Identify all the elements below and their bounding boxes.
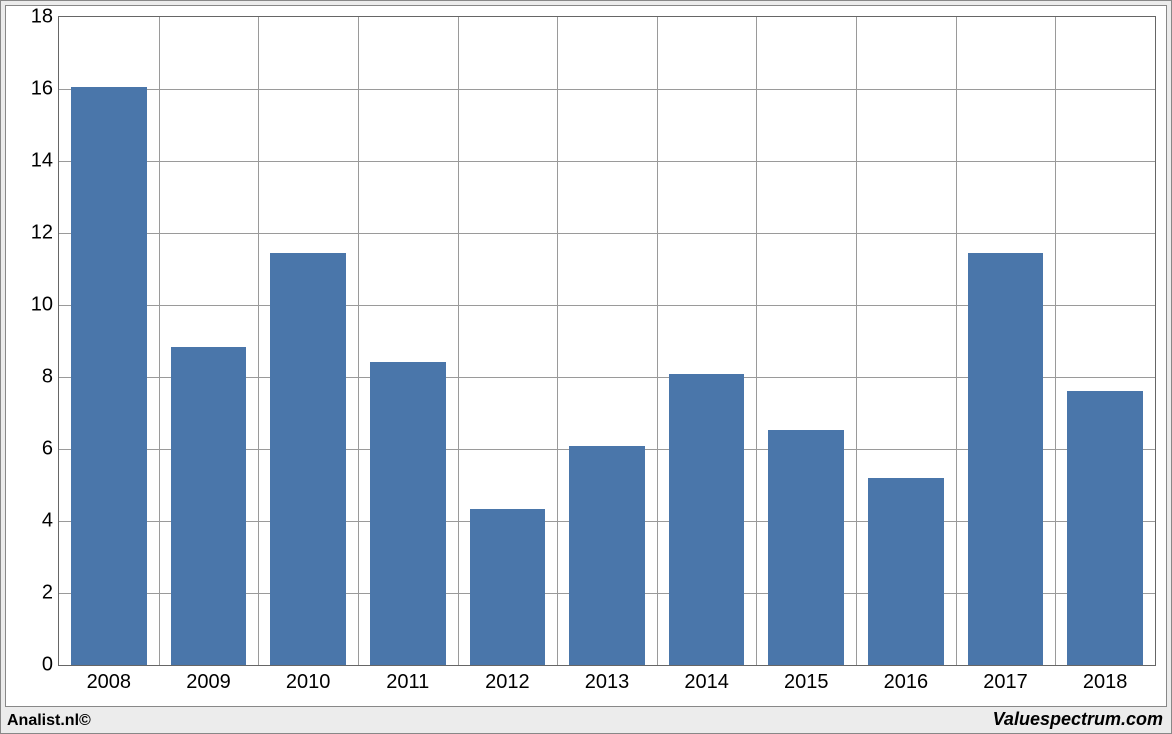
x-axis-label: 2008 — [87, 671, 132, 694]
x-axis-label: 2009 — [186, 671, 231, 694]
footer-right-credit: Valuespectrum.com — [993, 709, 1163, 730]
grid-line-vertical — [458, 17, 459, 665]
y-axis-label: 10 — [31, 293, 53, 316]
grid-line-horizontal — [59, 89, 1155, 90]
x-axis-label: 2013 — [585, 671, 630, 694]
bar — [569, 446, 645, 665]
grid-line-vertical — [1055, 17, 1056, 665]
x-axis-label: 2010 — [286, 671, 331, 694]
bar — [71, 87, 147, 665]
x-axis-label: 2011 — [386, 671, 429, 694]
grid-line-vertical — [956, 17, 957, 665]
grid-line-horizontal — [59, 161, 1155, 162]
grid-line-vertical — [856, 17, 857, 665]
x-axis-label: 2014 — [684, 671, 729, 694]
bar — [1067, 391, 1143, 665]
plot-area: 0246810121416182008200920102011201220132… — [58, 16, 1156, 666]
grid-line-vertical — [159, 17, 160, 665]
x-axis-label: 2016 — [884, 671, 929, 694]
y-axis-label: 8 — [42, 366, 53, 389]
bar — [470, 509, 546, 665]
x-axis-label: 2018 — [1083, 671, 1128, 694]
bar — [768, 430, 844, 665]
bar — [669, 374, 745, 665]
chart-inner-frame: 0 2 4 6 8 10 12 14 16 18 2008 2009 2010 2011 2012 2013 2… — [5, 5, 1167, 707]
footer-left-credit: Analist.nl© — [7, 712, 91, 730]
bar — [270, 253, 346, 665]
y-axis-label: 16 — [31, 77, 53, 100]
x-axis-label: 2012 — [485, 671, 530, 694]
y-axis-label: 4 — [42, 510, 53, 533]
grid-line-vertical — [358, 17, 359, 665]
grid-line-vertical — [258, 17, 259, 665]
grid-line-vertical — [756, 17, 757, 665]
bar — [968, 253, 1044, 665]
y-axis-label: 18 — [31, 6, 53, 29]
x-axis-label: 2017 — [983, 671, 1028, 694]
grid-line-vertical — [557, 17, 558, 665]
bar — [868, 478, 944, 665]
y-axis-label: 0 — [42, 654, 53, 677]
bar — [370, 362, 446, 665]
chart-outer-frame: 0 2 4 6 8 10 12 14 16 18 2008 2009 2010 2011 2012 2013 2… — [0, 0, 1172, 734]
x-axis-label: 2015 — [784, 671, 829, 694]
y-axis-label: 12 — [31, 222, 53, 245]
grid-line-horizontal — [59, 233, 1155, 234]
y-axis-label: 14 — [31, 149, 53, 172]
grid-line-vertical — [657, 17, 658, 665]
bar — [171, 347, 247, 665]
y-axis-label: 2 — [42, 581, 53, 604]
y-axis-label: 6 — [42, 438, 53, 461]
